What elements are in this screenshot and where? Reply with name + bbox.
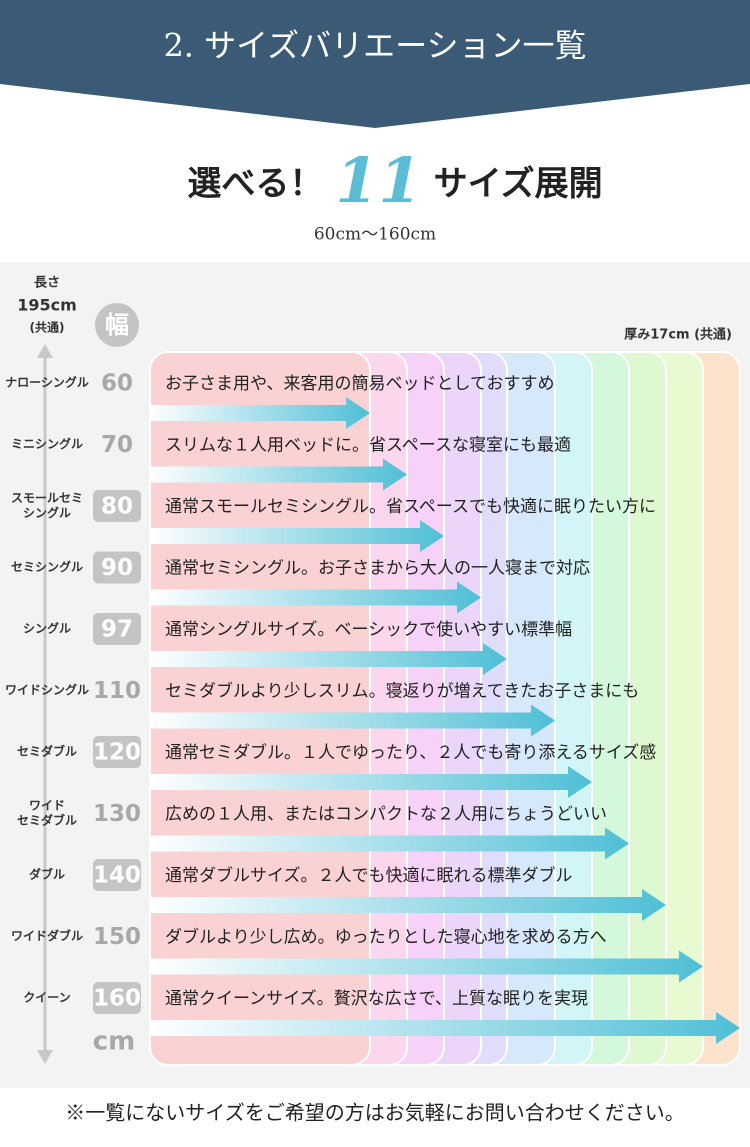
length-value: 195cm [17,296,77,315]
size-name: ワイドダブル [11,928,83,943]
width-badge [95,303,139,347]
size-name: シングル [23,505,71,520]
thickness: 厚み17cm (共通) [624,327,732,343]
size-name: ダブル [29,867,65,882]
width-arrow [150,766,592,798]
width-value: 150 [93,924,141,950]
size-description: スリムな１人用ベッドに。省スペースな寝室にも最適 [165,435,571,456]
size-name: セミダブル [17,813,77,828]
size-description: 広めの１人用、またはコンパクトな２人用にちょうどいい [165,805,607,825]
footer-note: ※一覧にないサイズをご希望の方はお気軽にお問い合わせください。 [65,1101,684,1125]
width-arrow [150,581,481,614]
width-arrow [150,950,703,983]
width-box [93,551,141,584]
size-description: お子さま用や、来客用の簡易ベッドとしておすすめ [165,374,554,394]
width-arrow [150,520,444,552]
headline-count: 11 [335,144,421,217]
width-value: 70 [101,432,133,458]
width-value: 97 [101,617,133,643]
size-name: ワイド [29,799,65,813]
size-column [149,351,371,1066]
size-description: 通常シングルサイズ。ベーシックで使いやすい標準幅 [165,619,572,640]
size-name: スモールセミ [11,491,83,505]
width-value: 140 [93,863,141,889]
size-name: ナローシングル [5,375,89,390]
length-note: (共通) [30,320,65,335]
size-name: セミダブル [17,744,77,759]
size-description: ダブルより少し広め。ゆったりとした寝心地を求める方へ [165,927,607,948]
size-range: 60cm〜160cm [314,225,436,245]
headline-suffix: サイズ展開 [434,164,603,204]
width-arrow [150,397,370,429]
size-name: ミニシングル [11,436,83,451]
headline: 選べる！ 11 サイズ展開 [187,144,602,217]
width-arrow [150,458,407,491]
size-description: セミダブルより少しスリム。寝返りが増えてきたお子さまにも [165,681,639,702]
width-value: 60 [101,371,133,397]
width-arrow [150,889,666,921]
size-name: ワイドシングル [5,682,89,697]
width-arrow [150,827,629,860]
width-label: 幅 [105,311,129,339]
size-name: セミシングル [11,559,83,574]
width-box [93,736,141,768]
width-value: 80 [101,494,133,520]
size-description: 通常スモールセミシングル。省スペースでも快適に眠りたい方に [165,497,656,517]
width-value: 90 [101,555,133,581]
width-value: 160 [93,986,141,1012]
axis-arrow-top [37,344,53,358]
unit: cm [93,1027,136,1057]
width-box [93,613,141,645]
header-band [0,0,750,128]
size-description: 通常セミダブル。１人でゆったり、２人でも寄り添えるサイズ感 [165,742,656,763]
size-description: 通常クイーンサイズ。贅沢な広さで、上質な眠りを実現 [165,989,588,1009]
size-description: 通常ダブルサイズ。２人でも快適に眠れる標準ダブル [165,865,573,886]
size-name: クイーン [23,991,70,1005]
size-description: 通常セミシングル。お子さまから大人の一人寝まで対応 [165,558,590,579]
width-box [93,982,141,1014]
header-title: 2. サイズバリエーション一覧 [163,27,586,65]
size-name: シングル [23,621,71,636]
width-arrow [150,704,555,737]
length-label: 長さ [34,276,60,291]
width-box [93,859,141,891]
headline-prefix: 選べる！ [187,164,323,204]
width-value: 130 [93,801,141,827]
axis-arrow-bottom [37,1050,53,1064]
width-value: 120 [93,740,141,766]
width-box [93,490,141,522]
width-value: 110 [93,678,141,704]
width-arrow [150,1012,740,1044]
width-arrow [150,643,507,675]
